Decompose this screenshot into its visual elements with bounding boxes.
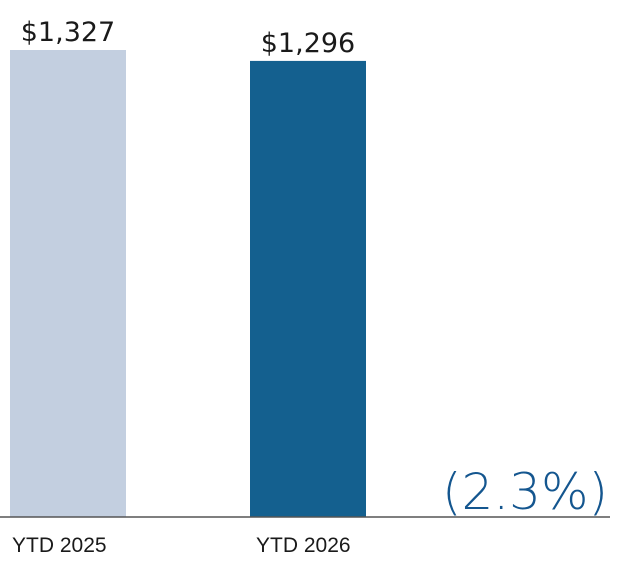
bar-ytd-2025 <box>10 50 126 517</box>
value-label: $1,296 <box>261 28 355 59</box>
value-label: $1,327 <box>21 17 115 48</box>
category-label: YTD 2025 <box>12 534 107 557</box>
bar-ytd-2026 <box>250 60 366 517</box>
change-percent-label: (2.3%) <box>442 463 608 521</box>
category-label: YTD 2026 <box>256 534 351 557</box>
labels-group: $1,327 YTD 2025 $1,296 YTD 2026 <box>12 17 355 557</box>
bars-group <box>10 50 366 517</box>
